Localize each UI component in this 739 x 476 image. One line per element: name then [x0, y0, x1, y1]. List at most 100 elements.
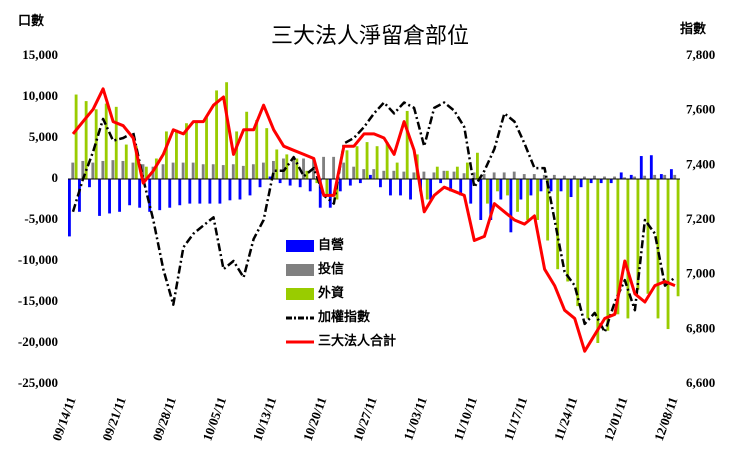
- bar: [215, 90, 218, 179]
- bar: [205, 117, 208, 179]
- legend-label: 外資: [317, 285, 344, 300]
- bar: [486, 179, 489, 204]
- bar: [459, 179, 463, 196]
- y-tick-label: 0: [52, 170, 59, 185]
- bar: [81, 160, 85, 179]
- bar: [201, 164, 205, 179]
- bar: [185, 123, 188, 179]
- bar: [389, 179, 392, 196]
- bar: [385, 142, 389, 179]
- y-tick-label: -20,000: [18, 334, 58, 349]
- bar: [275, 149, 279, 179]
- y-tick-label: -5,000: [24, 211, 58, 226]
- bar: [258, 179, 262, 188]
- bar: [372, 169, 376, 179]
- x-tick-label: 10/13/11: [250, 395, 280, 443]
- bar: [161, 164, 165, 179]
- x-tick-label: 12/08/11: [651, 395, 681, 443]
- legend-label: 投信: [318, 261, 344, 276]
- bar: [412, 172, 416, 179]
- bar: [659, 174, 663, 179]
- bar: [231, 164, 235, 179]
- bar: [282, 158, 285, 179]
- bar: [238, 179, 242, 200]
- bar: [479, 179, 483, 220]
- legend-swatch: [286, 240, 314, 252]
- bar: [532, 174, 536, 179]
- bar: [609, 179, 613, 184]
- bar: [285, 154, 289, 179]
- bar: [476, 152, 479, 179]
- y2-tick-label: 7,200: [686, 211, 715, 226]
- bar: [144, 166, 148, 179]
- bar: [108, 179, 111, 214]
- bar: [68, 179, 71, 237]
- bar: [569, 179, 573, 198]
- bar: [666, 179, 670, 330]
- bar: [502, 172, 506, 179]
- y-tick-label: -15,000: [18, 293, 58, 308]
- x-tick-label: 10/05/11: [199, 395, 229, 443]
- bar: [141, 164, 145, 179]
- bar: [669, 169, 673, 179]
- bar: [352, 166, 356, 179]
- bar: [154, 158, 158, 179]
- bar: [399, 179, 402, 196]
- bar: [272, 160, 275, 179]
- bar: [88, 179, 91, 188]
- bar: [362, 169, 366, 179]
- bar: [74, 94, 78, 179]
- bar: [78, 179, 81, 212]
- bar: [583, 176, 586, 179]
- bar: [325, 179, 329, 196]
- bar: [84, 101, 88, 179]
- bar: [345, 150, 349, 179]
- bar: [492, 172, 496, 179]
- bar: [101, 160, 105, 179]
- bar: [435, 166, 439, 179]
- x-tick-label: 09/28/11: [149, 395, 179, 443]
- y2-tick-label: 7,400: [686, 156, 715, 171]
- bar: [639, 156, 643, 179]
- bar: [482, 174, 486, 179]
- bar: [375, 146, 379, 179]
- y-tick-label: 10,000: [22, 88, 58, 103]
- bar: [208, 179, 212, 204]
- bar: [295, 158, 299, 179]
- bar: [552, 174, 556, 179]
- bar: [268, 176, 272, 179]
- bar: [121, 160, 125, 179]
- bar: [382, 170, 386, 179]
- bar: [623, 177, 626, 179]
- bar: [599, 179, 603, 184]
- bar: [292, 159, 295, 179]
- bar: [134, 146, 138, 179]
- bar: [402, 171, 406, 179]
- bar: [278, 179, 282, 184]
- bar: [104, 103, 108, 179]
- bar: [365, 142, 369, 179]
- bar: [653, 174, 657, 179]
- bar: [626, 179, 630, 319]
- x-tick-label: 11/17/11: [501, 395, 530, 442]
- bar: [629, 174, 633, 179]
- bar: [221, 165, 225, 179]
- bar: [228, 179, 232, 201]
- bar: [255, 119, 259, 179]
- bar: [455, 166, 459, 179]
- bar: [519, 179, 523, 200]
- bar: [124, 144, 128, 179]
- bar: [302, 158, 305, 179]
- legend-swatch: [286, 288, 314, 300]
- bar: [358, 179, 362, 184]
- bar: [472, 172, 476, 179]
- y2-tick-label: 6,800: [686, 320, 715, 335]
- bar: [425, 179, 429, 200]
- bar: [643, 175, 647, 179]
- bar: [171, 162, 175, 179]
- bar: [328, 179, 332, 208]
- bar: [593, 175, 596, 179]
- x-tick-label: 11/10/11: [451, 395, 480, 442]
- bar: [409, 179, 412, 200]
- bar: [298, 179, 302, 188]
